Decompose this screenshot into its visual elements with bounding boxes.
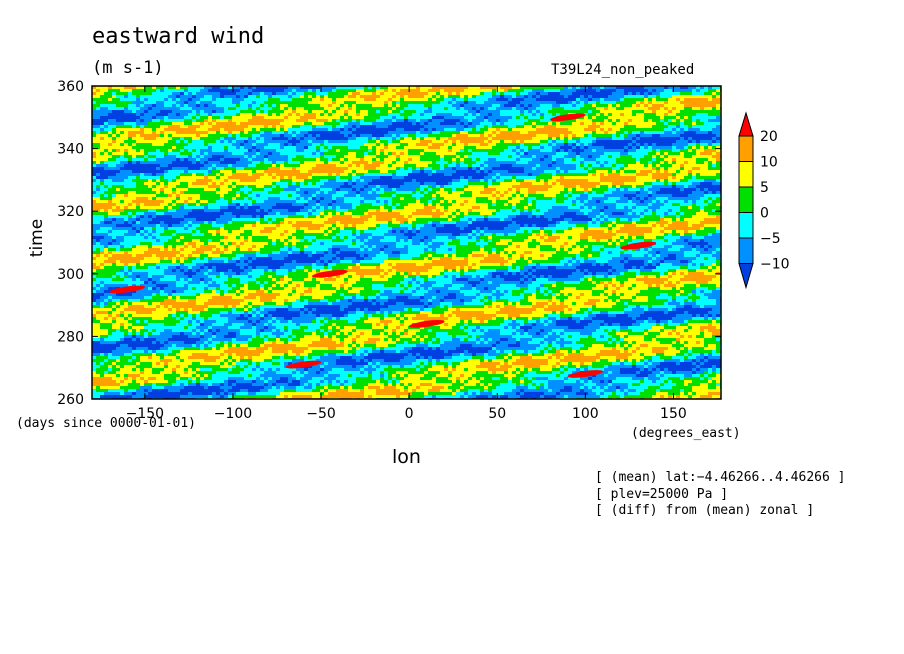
colorbar-swatch [738,212,754,239]
colorbar-bottom-arrow [738,263,754,290]
y-axis-units: (days since 0000-01-01) [16,416,197,431]
x-tick-label: −150 [126,406,164,422]
chart-units: (m s-1) [92,58,164,78]
colorbar-swatch [738,161,754,188]
y-tick-label: 320 [57,204,84,220]
red-maximum-3 [408,319,445,328]
red-maximum-5 [620,241,657,250]
plot-frame [91,85,722,400]
x-axis-label: lon [392,446,421,468]
colorbar-label: 0 [760,206,769,222]
note-diff: [ (diff) from (mean) zonal ] [595,503,815,518]
red-maximum-1 [312,269,348,278]
red-maximum-4 [549,113,586,122]
colorbar-label: 5 [760,180,769,196]
x-tick-label: 150 [660,406,687,422]
colorbar-top-arrow [738,111,754,137]
colorbar-label: −10 [760,257,790,273]
x-tick-label: 0 [405,406,414,422]
run-label: T39L24_non_peaked [551,62,695,78]
note-plev: [ plev=25000 Pa ] [595,487,729,502]
colorbar-label: −5 [760,231,781,247]
colorbar-label: 10 [760,155,778,171]
x-tick-label: 100 [572,406,599,422]
x-tick-label: 50 [488,406,506,422]
colorbar-swatch [738,135,754,162]
y-tick-label: 300 [57,267,84,283]
heatmap-field [92,86,721,399]
note-lat: [ (mean) lat:−4.46266..4.46266 ] [595,470,846,485]
y-tick-label: 360 [57,79,84,95]
x-tick-label: −100 [214,406,252,422]
colorbar-label: 20 [760,129,778,145]
x-tick-label: −50 [306,406,336,422]
axis-ticks: −150 −100 −50 0 50 100 150 260 280 300 320 340 360 [57,79,721,422]
chart-title: eastward wind [92,24,265,49]
colorbar: 20 10 5 0 −5 −10 [738,111,790,290]
y-tick-label: 260 [57,392,84,408]
colorbar-swatch [738,237,754,264]
y-tick-label: 340 [57,142,84,158]
y-tick-label: 280 [57,329,84,345]
colorbar-swatch [738,186,754,213]
red-maximum-0 [109,285,146,294]
x-axis-units: (degrees_east) [631,426,741,441]
red-maximum-6 [567,370,604,378]
red-maximum-2 [285,360,322,369]
